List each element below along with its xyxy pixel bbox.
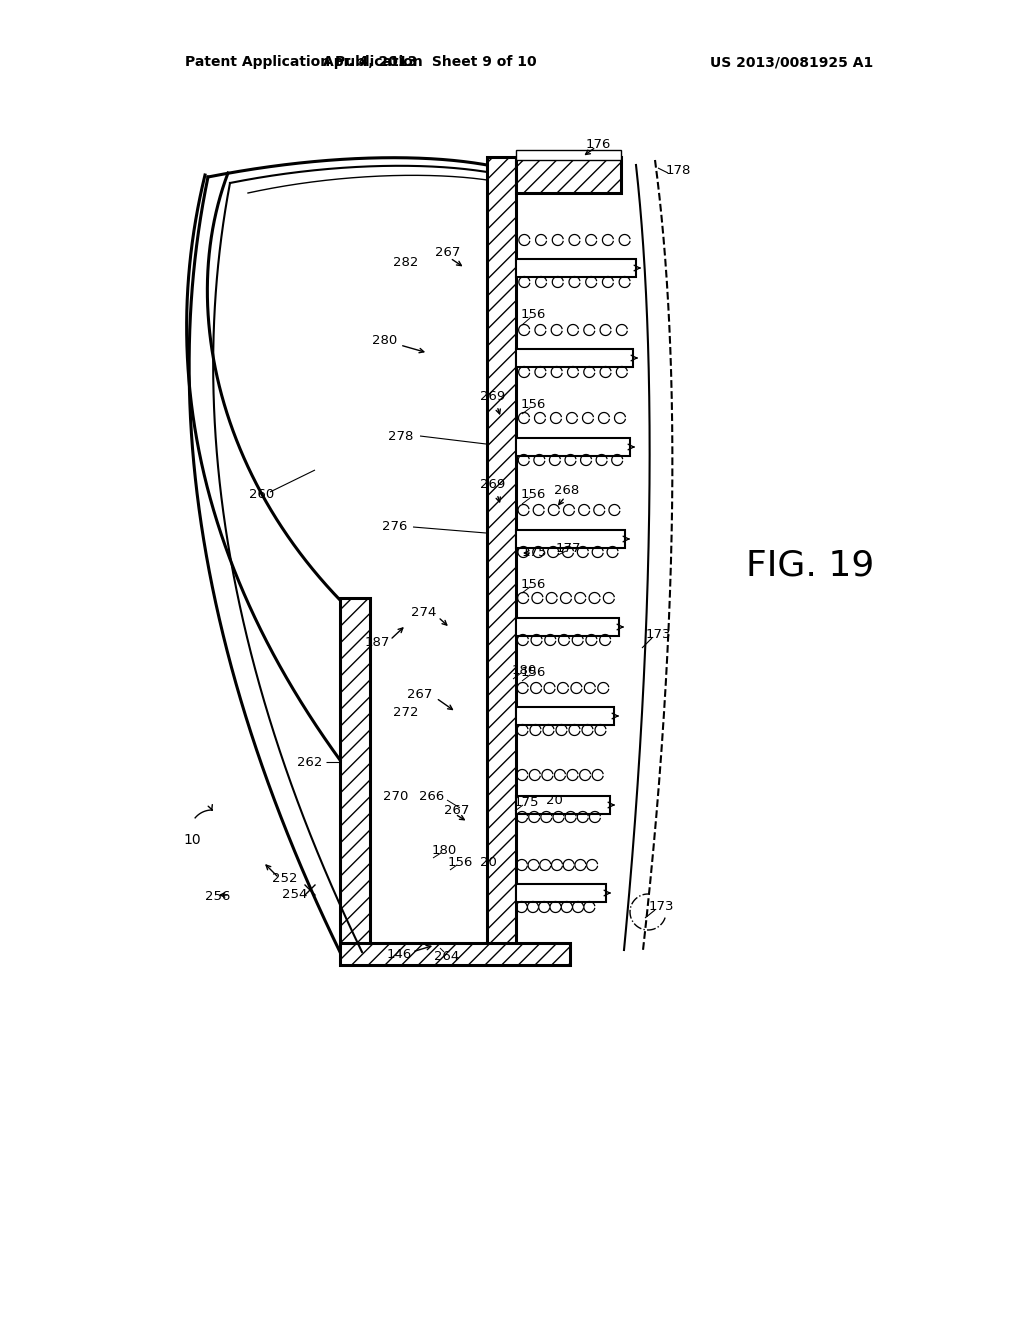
Text: US 2013/0081925 A1: US 2013/0081925 A1 [710, 55, 873, 69]
Text: 268: 268 [554, 483, 580, 496]
Text: 175: 175 [521, 546, 547, 560]
Bar [516, 157, 621, 193]
Text: 156: 156 [520, 665, 546, 678]
Text: 270: 270 [383, 789, 408, 803]
Text: 146: 146 [387, 949, 412, 961]
Text: 256: 256 [206, 891, 230, 903]
Text: 272: 272 [392, 705, 418, 718]
Text: 175: 175 [513, 796, 539, 808]
Text: 269: 269 [480, 391, 506, 404]
Text: 274: 274 [411, 606, 436, 619]
Text: 267: 267 [444, 804, 469, 817]
Text: 177: 177 [555, 541, 581, 554]
Bar [516, 531, 625, 548]
Bar [516, 438, 630, 455]
Bar [516, 348, 633, 367]
Text: 266: 266 [419, 789, 444, 803]
Text: 156: 156 [520, 578, 546, 590]
Text: 156: 156 [520, 309, 546, 322]
Text: 156: 156 [520, 399, 546, 412]
Bar [516, 708, 614, 725]
Text: 156: 156 [520, 488, 546, 502]
Text: FIG. 19: FIG. 19 [745, 548, 874, 582]
Bar [340, 598, 370, 952]
Bar [516, 150, 621, 160]
Text: 156: 156 [447, 855, 473, 869]
Text: 173: 173 [645, 627, 671, 640]
Bar [516, 259, 636, 277]
Text: 173: 173 [648, 899, 674, 912]
Text: 280: 280 [372, 334, 397, 346]
Text: 10: 10 [183, 833, 201, 847]
Text: 20: 20 [546, 793, 562, 807]
Bar [516, 884, 606, 902]
Text: 260: 260 [250, 488, 274, 502]
Text: 187: 187 [365, 636, 390, 649]
Text: Patent Application Publication: Patent Application Publication [185, 55, 423, 69]
Bar [487, 157, 516, 950]
Text: 254: 254 [283, 888, 307, 902]
Text: 264: 264 [434, 949, 460, 962]
Text: 282: 282 [392, 256, 418, 269]
Text: 252: 252 [272, 871, 298, 884]
Bar [516, 618, 618, 636]
Text: 178: 178 [666, 164, 690, 177]
Text: 180: 180 [511, 664, 537, 676]
Text: 20: 20 [479, 855, 497, 869]
Text: 267: 267 [407, 688, 432, 701]
Text: 269: 269 [480, 479, 506, 491]
Text: 180: 180 [431, 843, 457, 857]
Text: 176: 176 [586, 139, 610, 152]
Text: Apr. 4, 2013   Sheet 9 of 10: Apr. 4, 2013 Sheet 9 of 10 [324, 55, 537, 69]
Bar [340, 942, 570, 965]
Text: 278: 278 [388, 429, 413, 442]
Text: 267: 267 [435, 246, 461, 259]
Text: 276: 276 [382, 520, 407, 533]
Bar [516, 796, 610, 814]
Text: 262: 262 [297, 755, 322, 768]
